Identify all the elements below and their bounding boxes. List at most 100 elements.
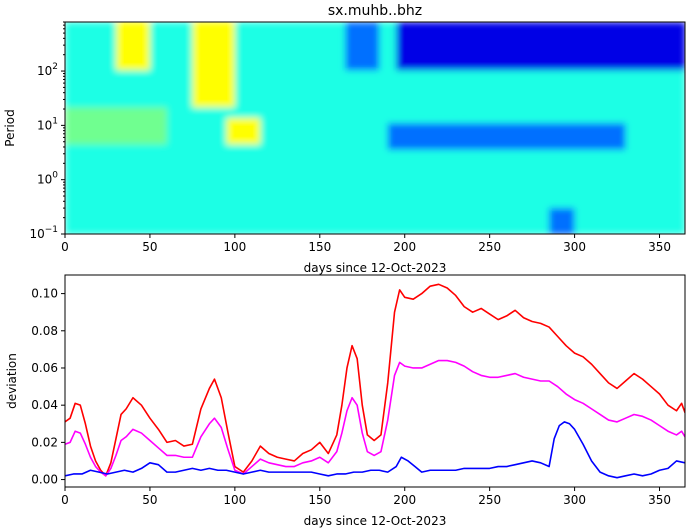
heatmap-cell [379,32,389,39]
heatmap-cell [642,37,652,44]
heatmap-cell [243,53,253,60]
heatmap-cell [574,69,584,76]
heatmap-cell [200,218,210,224]
heatmap-cell [676,186,685,193]
heatmap-cell [540,101,550,108]
heatmap-cell [302,207,312,214]
heatmap-cell [608,117,618,124]
heatmap-cell [115,186,126,193]
heatmap-cell [149,154,160,161]
heatmap-cell [141,112,151,118]
heatmap-cell [166,122,177,129]
heatmap-cell [65,212,75,219]
heatmap-cell [651,159,661,166]
heatmap-cell [183,27,193,34]
heatmap-cell [175,228,185,234]
heatmap-cell [209,218,219,224]
heatmap-cell [396,75,406,81]
heatmap-cell [353,101,363,108]
heatmap-cell [81,85,92,92]
heatmap-cell [98,218,109,224]
heatmap-cell [676,32,685,39]
heatmap-cell [268,165,278,171]
heatmap-cell [141,202,151,209]
heatmap-cell [438,117,448,124]
heatmap-cell [651,143,661,150]
heatmap-cell [200,112,210,118]
heatmap-cell [65,69,75,76]
heatmap-cell [234,181,244,187]
heatmap-cell [81,133,92,140]
heatmap-cell [379,43,389,50]
heatmap-cell [73,80,83,87]
heatmap-cell [557,149,567,156]
heatmap-cell [574,154,584,161]
heatmap-cell [625,228,635,234]
heatmap-cell [353,69,363,76]
heatmap-cell [600,212,610,219]
heatmap-cell [115,112,126,118]
heatmap-cell [209,90,219,97]
heatmap-cell [336,228,346,234]
heatmap-cell [107,64,117,71]
heatmap-cell [234,90,244,97]
heatmap-cell [370,122,380,129]
heatmap-cell [634,165,644,171]
heatmap-cell [65,85,75,92]
heatmap-cell [336,64,346,71]
heatmap-cell [226,117,236,124]
heatmap-cell [549,133,559,140]
heatmap-cell [183,212,193,219]
heatmap-cell [659,64,669,71]
heatmap-cell [438,138,448,145]
heatmap-cell [200,170,210,177]
heatmap-cell [413,37,423,44]
heatmap-cell [158,186,168,193]
heatmap-cell [319,43,329,50]
heatmap-cell [523,96,533,103]
heatmap-cell [455,202,465,209]
heatmap-cell [676,175,685,182]
heatmap-cell [175,22,185,28]
heatmap-cell [413,133,423,140]
heatmap-cell [175,112,185,118]
heatmap-cell [506,43,516,50]
heatmap-cell [608,143,618,150]
heatmap-cell [430,85,440,92]
heatmap-cell [583,138,593,145]
heatmap-cell [98,175,109,182]
heatmap-cell [158,117,168,124]
heatmap-cell [268,101,278,108]
heatmap-cell [404,154,414,161]
heatmap-cell [115,59,126,65]
heatmap-cell [124,37,134,44]
heatmap-cell [234,138,244,145]
heatmap-cell [234,228,244,234]
heatmap-cell [277,212,287,219]
heatmap-cell [107,149,117,156]
heatmap-cell [557,117,567,124]
heatmap-cell [217,27,227,34]
heatmap-cell [608,27,618,34]
heatmap-cell [149,207,160,214]
heatmap-cell [328,32,338,39]
heatmap-cell [455,90,465,97]
heatmap-cell [149,112,160,118]
heatmap-cell [642,22,652,28]
heatmap-cell [464,228,474,234]
heatmap-cell [251,64,261,71]
heatmap-cell [498,59,508,65]
heatmap-cell [81,181,92,187]
heatmap-cell [98,149,109,156]
heatmap-cell [540,186,550,193]
heatmap-cell [115,80,126,87]
heatmap-cell [319,106,329,113]
heatmap-cell [489,101,499,108]
heatmap-cell [676,69,685,76]
heatmap-cell [617,43,627,50]
heatmap-cell [200,202,210,209]
heatmap-cell [608,122,618,129]
heatmap-cell [464,143,474,150]
heatmap-cell [515,59,525,65]
heatmap-cell [158,212,168,219]
